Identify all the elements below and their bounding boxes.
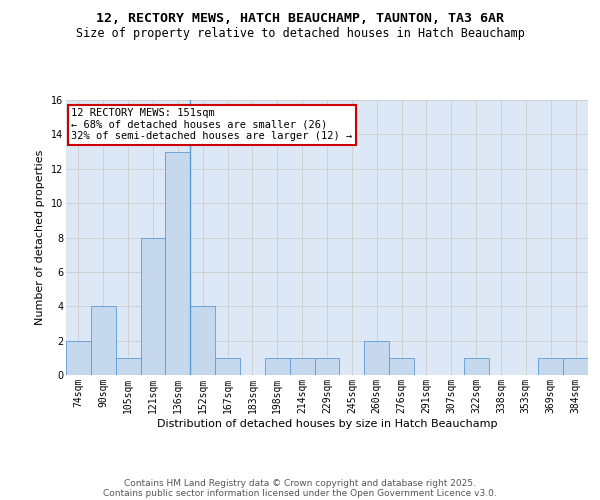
Bar xyxy=(389,358,414,375)
Bar xyxy=(116,358,140,375)
Bar xyxy=(314,358,340,375)
Bar xyxy=(66,340,91,375)
Text: Size of property relative to detached houses in Hatch Beauchamp: Size of property relative to detached ho… xyxy=(76,28,524,40)
Bar xyxy=(563,358,588,375)
Bar xyxy=(91,306,116,375)
Text: 12, RECTORY MEWS, HATCH BEAUCHAMP, TAUNTON, TA3 6AR: 12, RECTORY MEWS, HATCH BEAUCHAMP, TAUNT… xyxy=(96,12,504,26)
Bar xyxy=(215,358,240,375)
Bar xyxy=(290,358,314,375)
Bar xyxy=(464,358,488,375)
Text: Contains HM Land Registry data © Crown copyright and database right 2025.: Contains HM Land Registry data © Crown c… xyxy=(124,478,476,488)
Bar xyxy=(166,152,190,375)
Bar xyxy=(190,306,215,375)
Bar xyxy=(265,358,290,375)
Bar xyxy=(140,238,166,375)
Text: Contains public sector information licensed under the Open Government Licence v3: Contains public sector information licen… xyxy=(103,488,497,498)
Y-axis label: Number of detached properties: Number of detached properties xyxy=(35,150,45,325)
Bar xyxy=(538,358,563,375)
X-axis label: Distribution of detached houses by size in Hatch Beauchamp: Distribution of detached houses by size … xyxy=(157,418,497,428)
Text: 12 RECTORY MEWS: 151sqm
← 68% of detached houses are smaller (26)
32% of semi-de: 12 RECTORY MEWS: 151sqm ← 68% of detache… xyxy=(71,108,352,142)
Bar xyxy=(364,340,389,375)
